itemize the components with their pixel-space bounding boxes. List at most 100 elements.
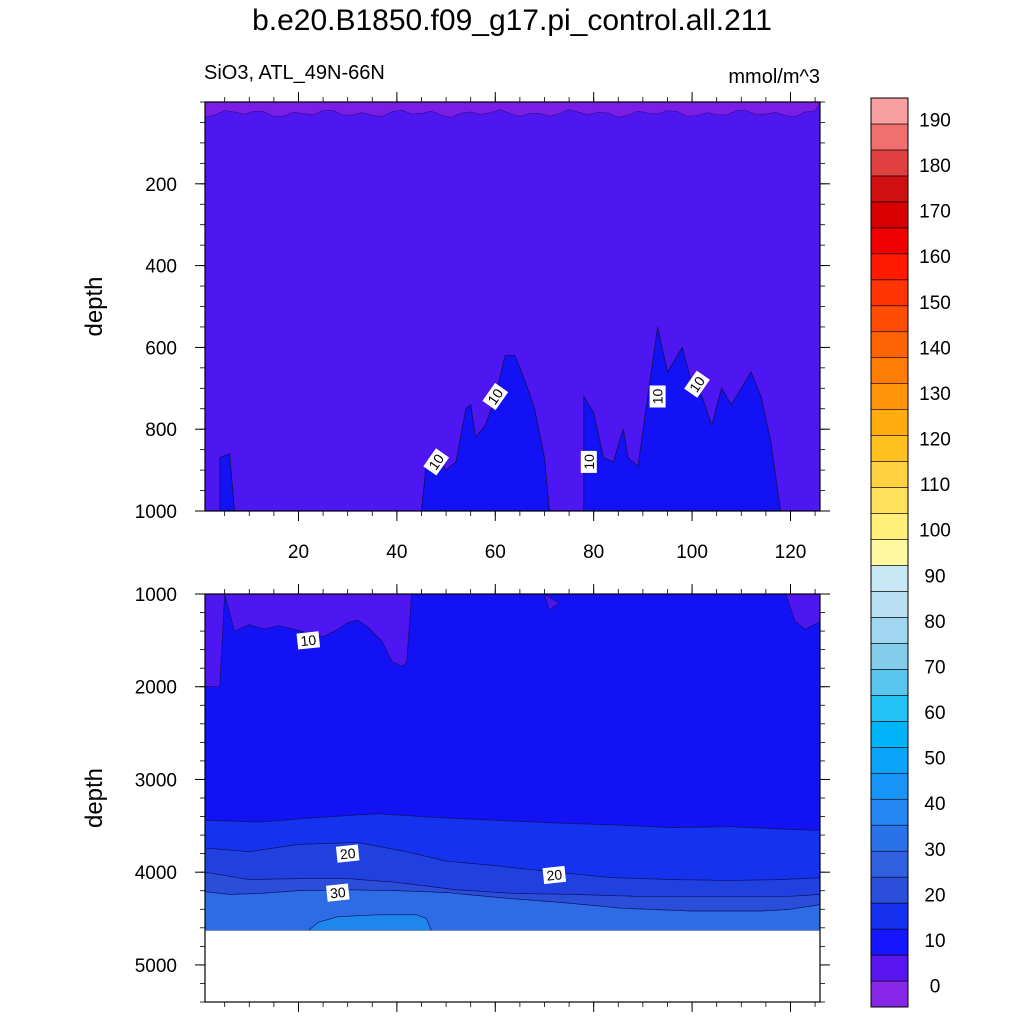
colorbar-swatch <box>870 798 909 826</box>
x-tick-label: 60 <box>485 542 506 563</box>
colorbar-swatch <box>870 461 909 488</box>
colorbar-label: 100 <box>919 521 951 542</box>
contour-label-box <box>326 883 350 902</box>
contour-label: 10 <box>482 382 509 411</box>
lower-region-below-10 <box>569 594 820 630</box>
colorbar-swatch <box>870 591 909 618</box>
y-tick-label: 4000 <box>135 863 177 884</box>
colorbar-swatch <box>870 201 909 229</box>
colorbar-swatch <box>870 669 909 696</box>
colorbar-swatch <box>870 97 909 125</box>
colorbar-label: 70 <box>924 657 945 678</box>
colorbar-swatch <box>870 565 909 592</box>
upper-panel: 10 10 10 10 10 200 400 600 800 1000 20 40 60 80 100 120… <box>81 92 830 563</box>
contour-label-text: 20 <box>339 845 356 863</box>
colorbar-swatch <box>870 876 909 904</box>
x-tick-label: 100 <box>676 542 708 563</box>
colorbar-swatch <box>870 305 909 333</box>
upper-plot-area <box>205 102 820 511</box>
colorbar-label: 90 <box>924 566 945 587</box>
y-tick-label: 5000 <box>135 956 177 977</box>
colorbar-frame <box>870 97 909 1008</box>
colorbar-label: 190 <box>919 111 951 132</box>
y-tick-label: 1000 <box>135 585 177 606</box>
y-tick-label: 600 <box>145 338 177 359</box>
contour-label: 10 <box>684 370 710 398</box>
x-tick-label: 20 <box>288 542 309 563</box>
lower-panel: 10 20 20 30 1000 2000 3000 4000 5000 depth <box>81 584 830 1012</box>
contour-label-box <box>423 448 450 476</box>
colorbar-swatch <box>870 227 909 255</box>
x-tick-label: 80 <box>583 542 604 563</box>
colorbar-swatch <box>870 928 909 956</box>
x-tick-label: 120 <box>775 542 807 563</box>
contour-label-text: 20 <box>546 866 563 884</box>
colorbar-label: 40 <box>924 794 945 815</box>
colorbar-swatch <box>870 487 909 514</box>
colorbar-swatch <box>870 980 909 1008</box>
contour-label-text: 10 <box>581 454 597 470</box>
y-tick-label: 1000 <box>135 502 177 523</box>
colorbar-label: 30 <box>924 840 945 861</box>
colorbar-swatch <box>870 513 909 540</box>
colorbar-label: 130 <box>919 384 951 405</box>
colorbar-label: 20 <box>924 885 945 906</box>
colorbar-label: 80 <box>924 612 945 633</box>
colorbar-swatch <box>870 409 909 436</box>
colorbar-swatch <box>870 279 909 307</box>
colorbar-swatch <box>870 954 909 982</box>
contour-label: 30 <box>326 883 350 902</box>
upper-ylabel: depth <box>81 276 108 336</box>
lower-region-below-10 <box>224 594 412 667</box>
colorbar-swatch <box>870 643 909 670</box>
contour-label-box <box>684 370 710 398</box>
colorbar-swatch <box>870 824 909 852</box>
contour-label-box <box>296 631 321 650</box>
y-tick-label: 2000 <box>135 678 177 699</box>
plot-title: b.e20.B1850.f09_g17.pi_control.all.211 <box>252 4 772 37</box>
upper-contour-10-region <box>219 453 235 511</box>
contour-label-box <box>542 865 567 885</box>
colorbar-swatch <box>870 123 909 151</box>
colorbar-label: 120 <box>919 430 951 451</box>
colorbar-label: 180 <box>919 156 951 177</box>
lower-band-40-plus <box>307 914 432 931</box>
y-tick-label: 800 <box>145 420 177 441</box>
colorbar-label: 150 <box>919 293 951 314</box>
units-label: mmol/m^3 <box>728 66 820 88</box>
colorbar-swatch <box>870 695 909 722</box>
colorbar-swatch <box>870 902 909 930</box>
colorbar-swatch <box>870 149 909 177</box>
contour-label-box <box>482 382 509 411</box>
colorbar: 0 10 20 30 40 50 60 70 80 90 100 110 120 130 140 150 160… <box>870 97 951 1008</box>
colorbar-swatch <box>870 617 909 644</box>
upper-contour-10-region <box>583 326 782 511</box>
colorbar-label: 60 <box>924 703 945 724</box>
colorbar-label: 160 <box>919 247 951 268</box>
colorbar-swatch <box>870 383 909 410</box>
contour-label-box <box>335 844 360 863</box>
colorbar-label: 110 <box>920 475 950 496</box>
y-tick-label: 200 <box>145 175 177 196</box>
contour-label: 20 <box>335 844 360 863</box>
y-tick-label: 3000 <box>135 770 177 791</box>
colorbar-swatch <box>870 331 909 359</box>
contour-label: 10 <box>580 450 597 473</box>
contour-label: 10 <box>649 385 666 408</box>
colorbar-label: 170 <box>919 202 951 223</box>
colorbar-swatch <box>870 850 909 878</box>
x-tick-label: 40 <box>386 542 407 563</box>
colorbar-swatch <box>870 746 909 774</box>
colorbar-swatch <box>870 721 909 748</box>
colorbar-swatch <box>870 435 909 462</box>
colorbar-swatch <box>870 772 909 800</box>
colorbar-swatch <box>870 253 909 281</box>
lower-region-below-10 <box>544 594 560 611</box>
colorbar-label: 10 <box>924 931 945 952</box>
colorbar-label: 50 <box>924 749 945 770</box>
contour-label: 10 <box>423 448 450 476</box>
colorbar-swatch <box>870 175 909 203</box>
colorbar-label: 140 <box>919 338 951 359</box>
